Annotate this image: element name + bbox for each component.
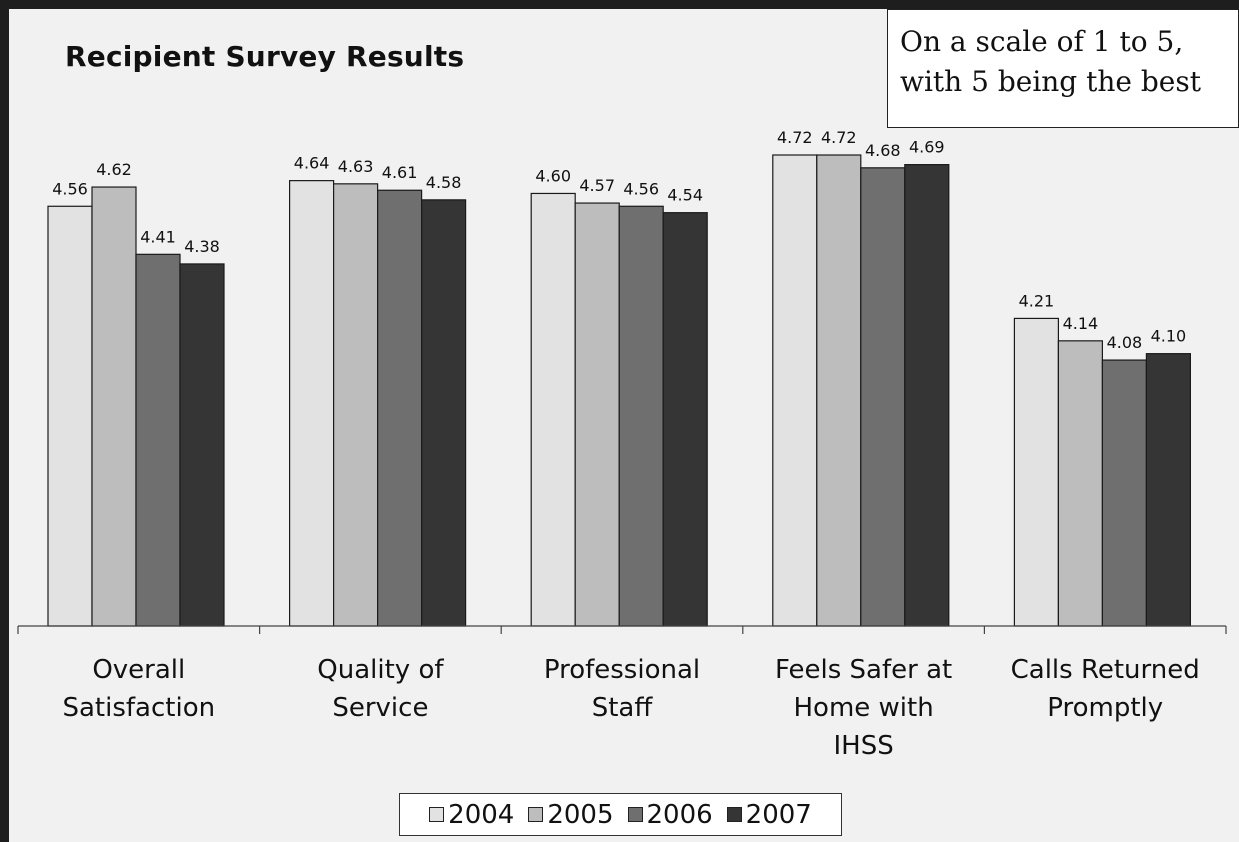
bar-2007-2 bbox=[662, 212, 708, 627]
bar-2005-0 bbox=[91, 186, 137, 627]
x-tick-label: Calls Returned bbox=[1011, 655, 1200, 685]
data-label: 4.56 bbox=[623, 179, 659, 198]
legend-label: 2006 bbox=[646, 799, 713, 830]
data-label: 4.56 bbox=[52, 179, 88, 198]
chart-title: Recipient Survey Results bbox=[65, 40, 465, 73]
x-tick-label: Feels Safer at bbox=[775, 655, 952, 685]
data-label: 4.72 bbox=[777, 128, 813, 147]
bar-2004-0 bbox=[47, 205, 93, 627]
legend-item-2006: 2006 bbox=[627, 799, 713, 830]
legend-swatch bbox=[726, 807, 742, 822]
data-label: 4.58 bbox=[426, 173, 462, 192]
scale-note-line-1: On a scale of 1 to 5, bbox=[900, 25, 1184, 58]
x-tick-label: Satisfaction bbox=[63, 693, 216, 723]
legend-swatch bbox=[528, 807, 544, 822]
x-tick-label: Overall bbox=[92, 655, 185, 685]
data-label: 4.10 bbox=[1151, 327, 1187, 346]
bar-2006-1 bbox=[377, 189, 423, 627]
data-label: 4.54 bbox=[667, 186, 703, 205]
scale-note: On a scale of 1 to 5, with 5 being the b… bbox=[887, 9, 1239, 128]
bar-2007-1 bbox=[421, 199, 467, 627]
bar-2006-3 bbox=[860, 167, 906, 627]
data-label: 4.68 bbox=[865, 141, 901, 160]
data-label: 4.61 bbox=[382, 163, 418, 182]
x-tick-label: Quality of bbox=[317, 655, 444, 685]
data-label: 4.21 bbox=[1019, 291, 1055, 310]
bar-2005-2 bbox=[574, 202, 620, 627]
legend-label: 2004 bbox=[448, 799, 515, 830]
x-tick-label: IHSS bbox=[833, 731, 893, 761]
data-label: 4.72 bbox=[821, 128, 857, 147]
bar-2007-0 bbox=[179, 263, 225, 627]
data-label: 4.41 bbox=[140, 227, 176, 246]
bar-2004-4 bbox=[1013, 317, 1060, 627]
legend-label: 2007 bbox=[745, 799, 812, 830]
bar-2005-1 bbox=[333, 183, 379, 627]
bar-2006-0 bbox=[135, 253, 181, 627]
x-tick-label: Promptly bbox=[1047, 693, 1163, 723]
legend-label: 2005 bbox=[547, 799, 614, 830]
bar-2006-2 bbox=[618, 205, 664, 627]
scale-note-line-2: with 5 being the best bbox=[900, 65, 1201, 98]
legend-swatch bbox=[627, 807, 643, 822]
data-label: 4.38 bbox=[184, 237, 220, 256]
data-label: 4.63 bbox=[338, 157, 374, 176]
legend-swatch bbox=[429, 807, 445, 822]
bar-2004-3 bbox=[772, 154, 818, 627]
bar-2006-4 bbox=[1101, 359, 1148, 627]
data-label: 4.62 bbox=[96, 160, 132, 179]
data-label: 4.57 bbox=[579, 176, 615, 195]
bar-2007-4 bbox=[1145, 353, 1192, 627]
x-tick-label: Professional bbox=[544, 655, 700, 685]
bar-2004-1 bbox=[289, 180, 335, 627]
data-label: 4.69 bbox=[909, 138, 945, 157]
x-tick-label: Staff bbox=[592, 693, 654, 723]
legend-item-2005: 2005 bbox=[528, 799, 614, 830]
data-label: 4.64 bbox=[294, 154, 330, 173]
legend: 2004 2005 2006 2007 bbox=[399, 793, 842, 836]
bar-2007-3 bbox=[904, 164, 950, 627]
data-label: 4.60 bbox=[535, 166, 571, 185]
bar-2004-2 bbox=[530, 192, 576, 627]
data-label: 4.08 bbox=[1107, 333, 1143, 352]
legend-item-2004: 2004 bbox=[429, 800, 514, 830]
bar-2005-3 bbox=[816, 154, 862, 627]
data-label: 4.14 bbox=[1063, 314, 1099, 333]
x-tick-label: Service bbox=[332, 693, 428, 723]
x-tick-label: Home with bbox=[793, 693, 933, 723]
bar-2005-4 bbox=[1057, 340, 1104, 627]
legend-item-2007: 2007 bbox=[726, 799, 812, 830]
